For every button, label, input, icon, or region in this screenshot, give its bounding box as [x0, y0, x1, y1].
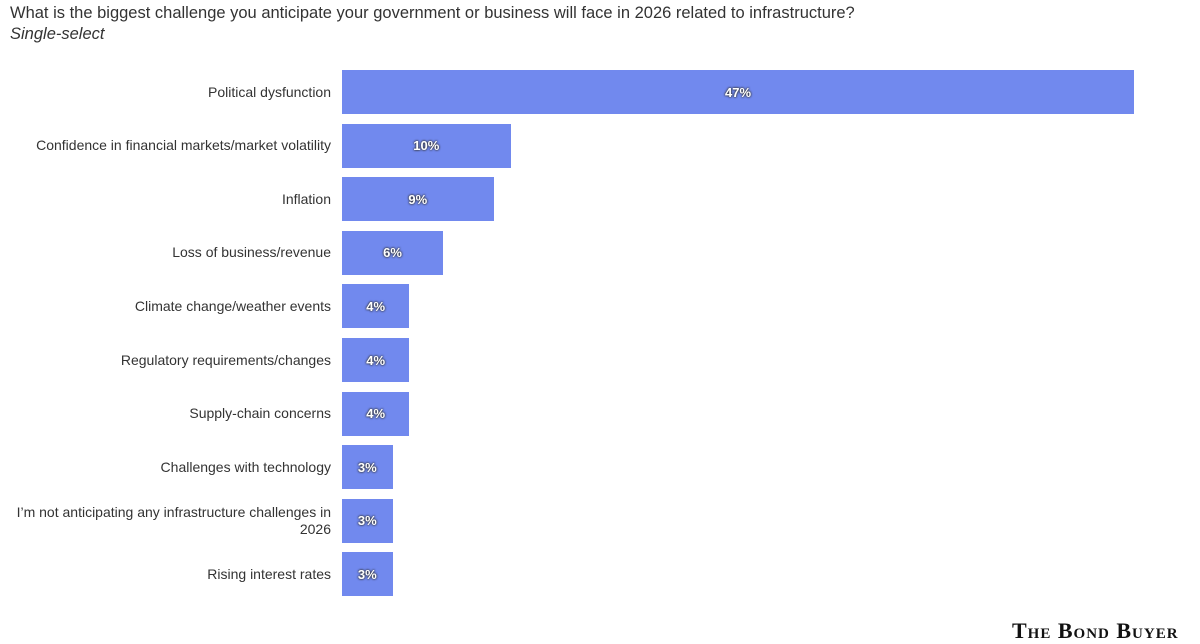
page: What is the biggest challenge you antici… — [10, 4, 1178, 643]
category-label: I’m not anticipating any infrastructure … — [16, 503, 331, 537]
bar — [342, 123, 511, 168]
category-label: Loss of business/revenue — [172, 244, 331, 261]
bar — [342, 391, 410, 436]
bar — [342, 70, 1134, 114]
value-label: 4% — [366, 406, 386, 422]
value-label: 4% — [366, 352, 386, 368]
value-label: 4% — [366, 298, 386, 314]
value-label: 3% — [357, 459, 377, 475]
category-label: Regulatory requirements/changes — [120, 351, 331, 368]
bar — [342, 552, 393, 597]
chart-title: What is the biggest challenge you antici… — [10, 4, 855, 22]
bar — [342, 230, 444, 275]
bar — [342, 338, 410, 382]
category-label: Climate change/weather events — [134, 297, 331, 314]
value-label: 3% — [357, 566, 377, 582]
value-label: 9% — [408, 191, 428, 207]
bar — [342, 284, 410, 329]
logo: The Bond Buyer — [1012, 618, 1179, 643]
category-label: Challenges with technology — [160, 458, 331, 475]
category-label: Inflation — [281, 190, 331, 207]
category-label: Rising interest rates — [207, 565, 331, 582]
value-label: 10% — [413, 138, 440, 154]
bar — [342, 177, 494, 222]
category-label: Political dysfunction — [208, 83, 331, 100]
bar — [342, 445, 393, 490]
value-label: 6% — [383, 245, 402, 261]
value-label: 47% — [724, 84, 752, 100]
chart-subtitle: Single-select — [10, 25, 105, 43]
bar — [342, 498, 393, 543]
category-label: Confidence in financial markets/market v… — [36, 137, 331, 154]
value-label: 3% — [357, 513, 377, 529]
category-label: Supply-chain concerns — [189, 405, 331, 422]
